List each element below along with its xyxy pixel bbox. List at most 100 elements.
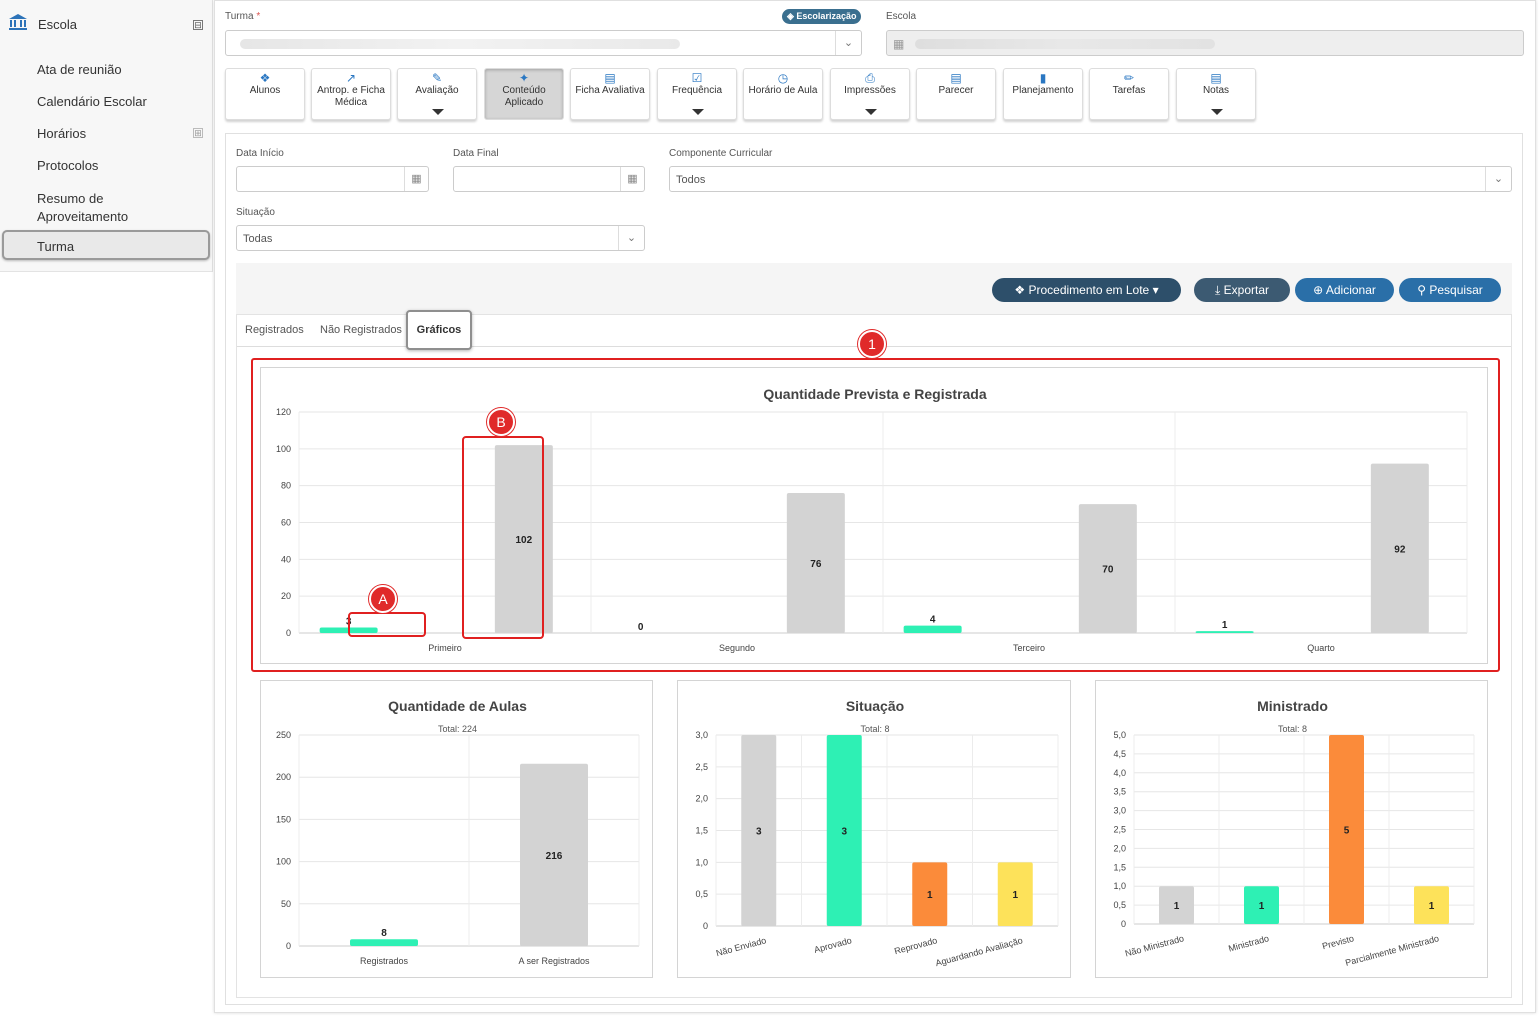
ficha-avaliativa-button[interactable]: ▤ Ficha Avaliativa [570, 68, 650, 120]
caret-down-icon [432, 109, 444, 115]
sidebar-item-ata[interactable]: Ata de reunião [37, 62, 122, 77]
caret-down-icon [865, 109, 877, 115]
data-label: 70 [1102, 565, 1114, 576]
chart-line-icon: ↗ [345, 71, 357, 85]
magic-wand-icon: ✦ [518, 71, 530, 85]
y-tick-label: 0 [286, 628, 291, 638]
frequencia-button[interactable]: ☑ Frequência [657, 68, 737, 120]
data-label: 1 [1259, 901, 1265, 912]
chart-subtitle: Total: 8 [860, 724, 889, 734]
main-content [214, 0, 1536, 1013]
y-tick-label: 150 [276, 814, 291, 824]
school-icon [8, 13, 30, 36]
chevron-down-icon[interactable]: ⌄ [618, 226, 644, 250]
x-tick-label: Segundo [719, 643, 755, 653]
caret-down-icon [1211, 109, 1223, 115]
check-square-icon: ☑ [691, 71, 703, 85]
y-tick-label: 120 [276, 407, 291, 417]
bar [520, 763, 588, 946]
exportar-button[interactable]: ⤓ Exportar [1194, 278, 1290, 302]
data-label: 1 [1012, 890, 1018, 901]
table-icon: ▤ [1210, 71, 1222, 85]
notas-button[interactable]: ▤ Notas [1176, 68, 1256, 120]
y-tick-label: 250 [276, 730, 291, 740]
data-label: 1 [1174, 901, 1180, 912]
y-tick-label: 2,5 [1113, 825, 1126, 835]
antrop-ficha-button[interactable]: ↗ Antrop. e Ficha Médica [311, 68, 391, 120]
y-tick-label: 50 [281, 899, 291, 909]
x-tick-label: Primeiro [428, 643, 462, 653]
procedimento-lote-button[interactable]: ❖ Procedimento em Lote ▾ [992, 278, 1181, 302]
school-icon: ▦ [893, 37, 905, 51]
sidebar-item-turma[interactable]: Turma [2, 230, 210, 260]
y-tick-label: 0,5 [1113, 900, 1126, 910]
turma-select[interactable]: ⌄ [225, 30, 862, 56]
data-label: 216 [546, 851, 563, 862]
bar [1078, 504, 1137, 633]
collapse-icon[interactable]: ⊟ [193, 20, 203, 30]
horario-aula-button[interactable]: ◷ Horário de Aula [743, 68, 823, 120]
x-tick-label: Ministrado [1227, 933, 1270, 953]
tarefas-button[interactable]: ✏ Tarefas [1089, 68, 1169, 120]
y-tick-label: 40 [281, 554, 291, 564]
pesquisar-button[interactable]: ⚲ Pesquisar [1399, 278, 1501, 302]
y-tick-label: 3,5 [1113, 787, 1126, 797]
data-label: 4 [930, 615, 936, 626]
parecer-button[interactable]: ▤ Parecer [916, 68, 996, 120]
y-tick-label: 0,5 [695, 889, 708, 899]
planejamento-button[interactable]: ▮ Planejamento [1003, 68, 1083, 120]
y-tick-label: 200 [276, 772, 291, 782]
sidebar-item-protocolos[interactable]: Protocolos [37, 158, 99, 173]
bar [1329, 735, 1364, 924]
componente-select[interactable]: Todos ⌄ [669, 166, 1512, 192]
chevron-down-icon[interactable]: ⌄ [1485, 167, 1511, 191]
adicionar-button[interactable]: ⊕ Adicionar [1295, 278, 1394, 302]
data-label: 92 [1394, 544, 1406, 555]
sidebar-title: Escola [38, 16, 78, 32]
tab-nao-registrados[interactable]: Não Registrados [320, 324, 402, 336]
y-tick-label: 0 [703, 921, 708, 931]
conteudo-aplicado-button[interactable]: ✦ Conteúdo Aplicado [484, 68, 564, 120]
tag-icon: ◈ [787, 11, 797, 21]
tab-graficos[interactable]: Gráficos [406, 310, 472, 350]
bar [786, 493, 845, 633]
caret-down-icon [692, 109, 704, 115]
sidebar-item-horarios[interactable]: Horários [37, 126, 87, 141]
calendar-icon[interactable]: ▦ [620, 167, 644, 191]
sidebar: Escola ⊟ Ata de reunião Calendário Escol… [0, 0, 213, 272]
data-final-input[interactable]: ▦ [453, 166, 645, 192]
caret-down-icon: ▾ [1152, 283, 1159, 297]
sidebar-header[interactable]: Escola [0, 0, 212, 48]
data-inicio-input[interactable]: ▦ [236, 166, 429, 192]
alunos-button[interactable]: ❖ Alunos [225, 68, 305, 120]
tab-registrados[interactable]: Registrados [245, 324, 304, 336]
y-tick-label: 4,0 [1113, 768, 1126, 778]
expand-icon[interactable]: ⊞ [193, 128, 203, 138]
y-tick-label: 3,0 [695, 730, 708, 740]
bar [826, 735, 862, 926]
pencil-icon: ✏ [1123, 71, 1135, 85]
x-tick-label: Não Enviado [715, 935, 767, 958]
x-tick-label: Terceiro [1013, 643, 1045, 653]
bar [912, 862, 948, 926]
sidebar-item-resumo[interactable]: Resumo de Aproveitamento [37, 191, 129, 224]
calendar-icon[interactable]: ▦ [404, 167, 428, 191]
bar [1370, 463, 1429, 633]
clock-icon: ◷ [777, 71, 789, 85]
y-tick-label: 1,5 [695, 826, 708, 836]
sidebar-item-calendario[interactable]: Calendário Escolar [37, 94, 147, 109]
highlight-frame-a [348, 612, 426, 637]
y-tick-label: 100 [276, 444, 291, 454]
marker-b: B [487, 408, 515, 436]
data-label: 1 [1429, 901, 1435, 912]
data-label: 8 [381, 928, 387, 939]
situacao-select[interactable]: Todas ⌄ [236, 225, 645, 251]
avaliacao-button[interactable]: ✎ Avaliação [397, 68, 477, 120]
y-tick-label: 2,0 [1113, 843, 1126, 853]
y-tick-label: 4,5 [1113, 749, 1126, 759]
chevron-down-icon[interactable]: ⌄ [835, 31, 861, 55]
chart-prevista-registrada-box: Quantidade Prevista e Registrada 0 20 40 60 8… [260, 367, 1488, 664]
impressoes-button[interactable]: ⎙ Impressões [830, 68, 910, 120]
y-tick-label: 100 [276, 857, 291, 867]
data-final-label: Data Final [453, 148, 499, 159]
